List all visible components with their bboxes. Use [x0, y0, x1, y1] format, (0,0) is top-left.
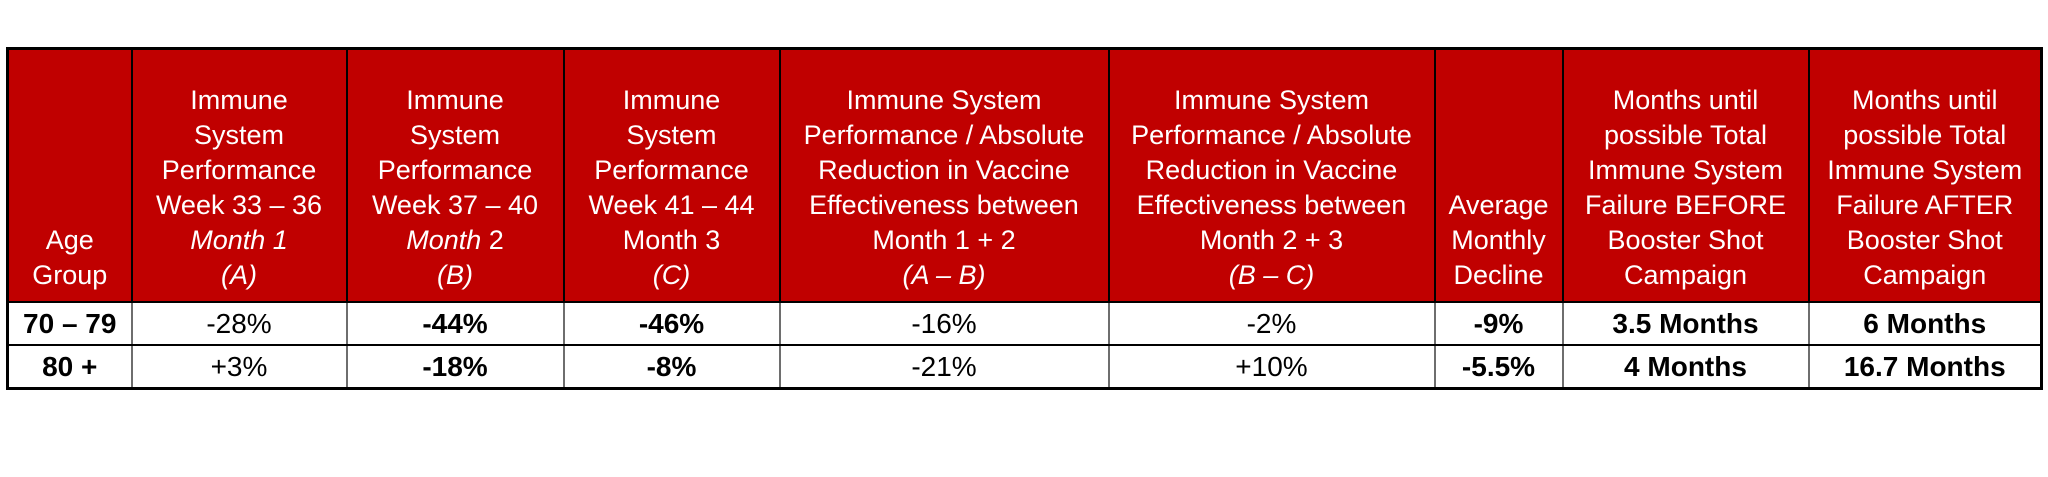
header-text: possible Total: [1603, 120, 1768, 150]
header-text: (C): [652, 260, 691, 290]
cell-reduction-month2-3: -2%: [1107, 301, 1436, 346]
cell-month3-performance: -46%: [562, 301, 781, 346]
header-text: Performance / Absolute: [803, 120, 1085, 150]
cell-average-monthly-decline: -9%: [1433, 301, 1564, 346]
header-text: Immune: [190, 85, 288, 115]
header-text: Reduction in Vaccine: [1145, 155, 1398, 185]
header-text: Average: [1448, 190, 1549, 220]
header-failure-after-booster: Months until possible Total Immune Syste…: [1807, 47, 2043, 303]
header-text: Failure AFTER: [1836, 190, 2014, 220]
header-text: Booster Shot: [1607, 225, 1764, 255]
header-text: Failure BEFORE: [1584, 190, 1787, 220]
cell-reduction-month1-2: -21%: [778, 344, 1110, 390]
header-text: possible Total: [1843, 120, 2007, 150]
header-text: Campaign: [1863, 260, 1987, 290]
header-month2-performance: Immune System Performance Week 37 – 40 M…: [345, 47, 565, 303]
header-text: Week 41 – 44: [588, 190, 755, 220]
header-text: Immune: [622, 85, 721, 115]
table-row-80-plus: 80 + +3% -18% -8% -21% +10% -5.5% 4 Mont…: [6, 344, 2043, 390]
header-row: Age Group Immune System Performance Week…: [6, 47, 2043, 303]
header-text: Performance: [594, 155, 749, 185]
cell-month2-performance: -18%: [345, 344, 565, 390]
header-age-group: Age Group: [6, 47, 133, 303]
cell-month1-performance: -28%: [130, 301, 348, 346]
header-failure-before-booster: Months until possible Total Immune Syste…: [1561, 47, 1810, 303]
header-text: Campaign: [1623, 260, 1748, 290]
table-row-70-79: 70 – 79 -28% -44% -46% -16% -2% -9% 3.5 …: [6, 301, 2043, 346]
header-text: Immune System: [1827, 155, 2023, 185]
header-text: Performance: [377, 155, 533, 185]
header-text: (A): [221, 260, 257, 290]
header-text: Effectiveness between: [809, 190, 1079, 220]
header-text: Immune: [406, 85, 504, 115]
header-text: Immune System: [1173, 85, 1370, 115]
immune-performance-table: Age Group Immune System Performance Week…: [6, 47, 2043, 390]
header-reduction-month2-3: Immune System Performance / Absolute Red…: [1107, 47, 1436, 303]
header-text: Age: [45, 225, 94, 255]
header-text: Decline: [1453, 260, 1544, 290]
cell-age-group: 70 – 79: [6, 301, 133, 346]
cell-reduction-month2-3: +10%: [1107, 344, 1436, 390]
header-text: Group: [32, 260, 108, 290]
table-header: Age Group Immune System Performance Week…: [6, 47, 2043, 303]
header-text: Week 37 – 40: [371, 190, 539, 220]
header-month1-performance: Immune System Performance Week 33 – 36 M…: [130, 47, 348, 303]
header-average-monthly-decline: Average Monthly Decline: [1433, 47, 1564, 303]
header-reduction-month1-2: Immune System Performance / Absolute Red…: [778, 47, 1110, 303]
table-body: 70 – 79 -28% -44% -46% -16% -2% -9% 3.5 …: [6, 301, 2043, 390]
cell-month1-performance: +3%: [130, 344, 348, 390]
header-text: Effectiveness between: [1136, 190, 1407, 220]
header-text: System: [193, 120, 285, 150]
header-text: Performance: [161, 155, 317, 185]
cell-average-monthly-decline: -5.5%: [1433, 344, 1564, 390]
cell-month2-performance: -44%: [345, 301, 565, 346]
header-text: (B – C): [1228, 260, 1315, 290]
header-text: Week 33 – 36: [155, 190, 323, 220]
cell-months-before-booster: 4 Months: [1561, 344, 1810, 390]
header-text: Month 3: [622, 225, 721, 255]
header-text: Month 1: [190, 225, 288, 255]
header-text: System: [626, 120, 717, 150]
cell-months-after-booster: 16.7 Months: [1807, 344, 2043, 390]
header-text: Month: [406, 225, 482, 255]
header-text: (A – B): [902, 260, 986, 290]
header-text: Month 1 + 2: [872, 225, 1016, 255]
header-text: Immune System: [1587, 155, 1784, 185]
header-text: Monthly: [1451, 225, 1546, 255]
header-text: System: [409, 120, 501, 150]
header-text: (B): [437, 260, 473, 290]
header-text: 2: [481, 225, 504, 255]
header-text: Immune System: [846, 85, 1042, 115]
cell-months-after-booster: 6 Months: [1807, 301, 2043, 346]
immune-performance-table-container: Age Group Immune System Performance Week…: [6, 47, 2043, 390]
header-text: Reduction in Vaccine: [818, 155, 1070, 185]
cell-age-group: 80 +: [6, 344, 133, 390]
header-text: Months until: [1612, 85, 1759, 115]
cell-months-before-booster: 3.5 Months: [1561, 301, 1810, 346]
header-text: Months until: [1851, 85, 1998, 115]
header-text: Month 2 + 3: [1199, 225, 1344, 255]
cell-reduction-month1-2: -16%: [778, 301, 1110, 346]
header-month3-performance: Immune System Performance Week 41 – 44 M…: [562, 47, 781, 303]
header-text: Performance / Absolute: [1131, 120, 1412, 150]
header-text: Booster Shot: [1846, 225, 2003, 255]
cell-month3-performance: -8%: [562, 344, 781, 390]
